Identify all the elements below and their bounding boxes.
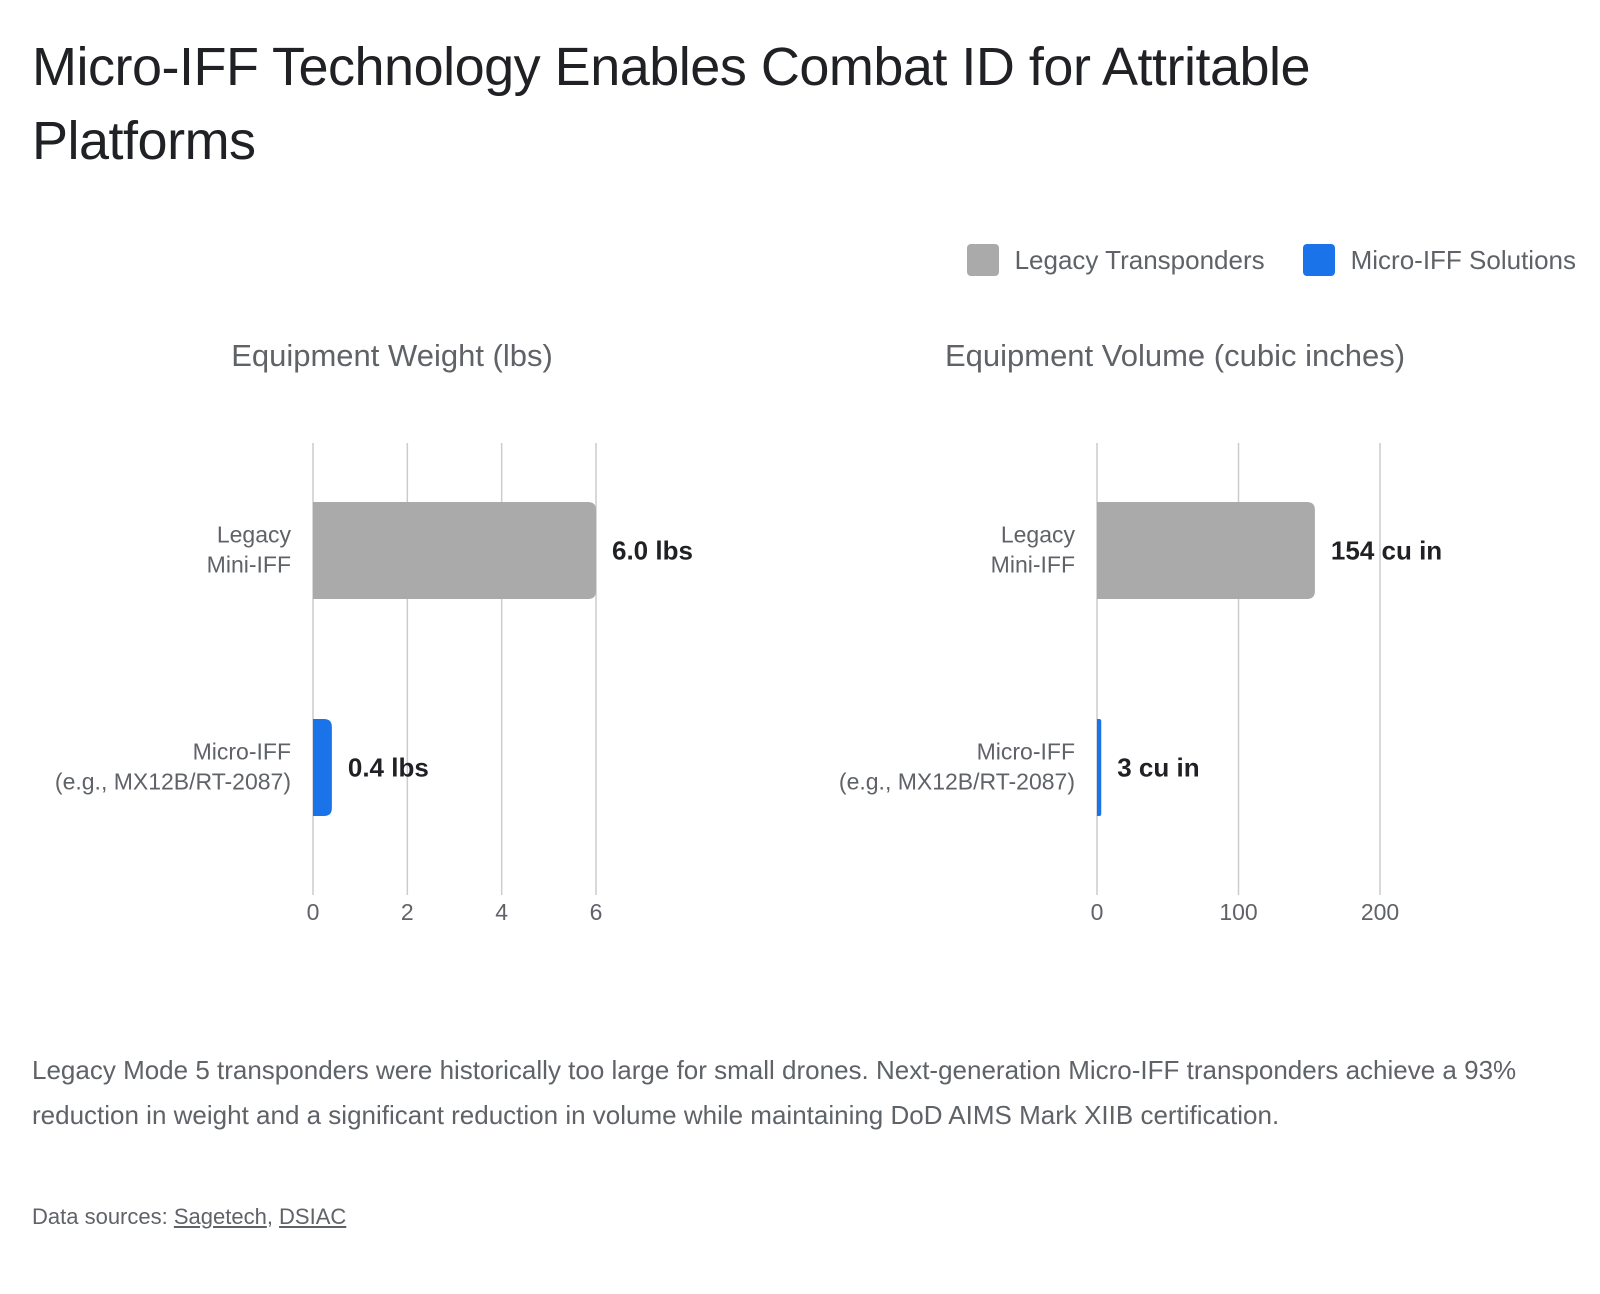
data-label: 3 cu in — [1117, 753, 1199, 783]
tick-label: 200 — [1361, 899, 1399, 925]
legend: Legacy Transponders Micro-IFF Solutions — [966, 244, 1576, 276]
charts: Equipment Weight (lbs) 0 2 4 6 6.0 lbs Legacy M… — [55, 338, 1442, 925]
legend-swatch-legacy — [966, 244, 999, 276]
tick-label: 2 — [401, 899, 414, 925]
category-label: Micro-IFF — [977, 739, 1075, 765]
source-link-sagetech[interactable]: Sagetech — [173, 1204, 267, 1229]
tick-label: 6 — [590, 899, 603, 925]
category-label: Micro-IFF — [193, 739, 291, 765]
tick-label: 4 — [495, 899, 508, 925]
description: Legacy Mode 5 transponders were historic… — [32, 1055, 1517, 1130]
category-label: Legacy — [1001, 522, 1076, 548]
legend-swatch-micro — [1302, 244, 1335, 276]
tick-label: 100 — [1219, 899, 1257, 925]
data-label: 0.4 lbs — [348, 753, 429, 783]
bar — [313, 719, 332, 816]
category-label: (e.g., MX12B/RT-2087) — [55, 769, 291, 795]
data-label: 154 cu in — [1331, 536, 1442, 566]
source-link-dsiac[interactable]: DSIAC — [279, 1204, 347, 1229]
legend-label-legacy: Legacy Transponders — [1014, 244, 1265, 275]
data-sources: Data sources: Sagetech, DSIAC — [32, 1204, 346, 1230]
tick-label: 0 — [1091, 899, 1104, 925]
page-title: Micro-IFF Technology Enables Combat ID f… — [32, 37, 1311, 171]
bar — [1097, 502, 1315, 599]
category-label: Legacy — [217, 522, 292, 548]
category-label: (e.g., MX12B/RT-2087) — [839, 769, 1075, 795]
chart-title: Equipment Weight (lbs) — [231, 338, 553, 373]
category-label: Mini-IFF — [991, 552, 1075, 578]
category-label: Mini-IFF — [207, 552, 291, 578]
legend-item-legacy: Legacy Transponders — [966, 244, 1265, 276]
data-label: 6.0 lbs — [612, 536, 693, 566]
legend-label-micro: Micro-IFF Solutions — [1350, 244, 1576, 275]
tick-label: 0 — [307, 899, 320, 925]
bar — [1097, 719, 1102, 816]
chart-title: Equipment Volume (cubic inches) — [945, 338, 1405, 373]
sources-prefix: Data sources: — [32, 1204, 174, 1229]
sources-separator: , — [266, 1204, 280, 1229]
legend-item-micro: Micro-IFF Solutions — [1302, 244, 1576, 276]
bar — [313, 502, 596, 599]
